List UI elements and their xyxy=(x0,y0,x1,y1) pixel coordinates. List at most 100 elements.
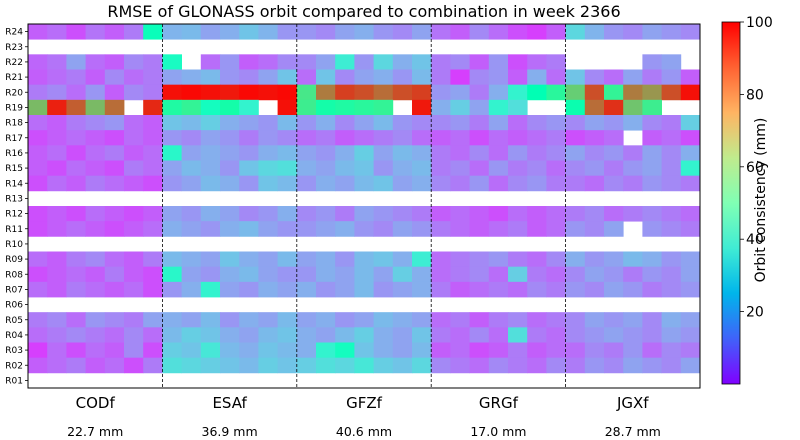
heatmap-cell xyxy=(508,251,528,268)
heatmap-cell xyxy=(335,175,355,192)
heatmap-cell xyxy=(392,54,413,70)
heatmap-cell xyxy=(661,206,682,222)
heatmap-cell xyxy=(85,312,106,328)
heatmap-cell xyxy=(66,115,86,131)
heatmap-cell xyxy=(143,69,163,86)
heatmap-cell xyxy=(181,130,202,146)
heatmap-cell xyxy=(508,266,528,283)
heatmap-cell xyxy=(661,266,682,283)
heatmap-cell xyxy=(661,357,682,374)
heatmap-cell xyxy=(316,54,336,70)
heatmap-cell xyxy=(296,357,317,374)
heatmap-cell xyxy=(181,342,202,359)
heatmap-cell xyxy=(162,221,182,237)
heatmap-cell xyxy=(584,342,605,359)
heatmap-cell xyxy=(85,115,106,131)
heatmap-cell xyxy=(412,84,432,101)
heatmap-cell xyxy=(546,266,566,283)
heatmap-cell xyxy=(181,327,202,343)
heatmap-cell xyxy=(565,312,586,328)
heatmap-cell xyxy=(200,115,221,131)
heatmap-cell xyxy=(469,175,490,192)
heatmap-cell xyxy=(623,281,643,298)
y-tick-label: R11 xyxy=(5,225,23,235)
heatmap-cell xyxy=(412,99,432,116)
heatmap-cell xyxy=(508,175,528,192)
heatmap-cell xyxy=(316,24,336,40)
heatmap-cell xyxy=(680,327,701,343)
heatmap-cell xyxy=(66,175,86,192)
x-tick-label: GRGf xyxy=(479,394,519,412)
heatmap-cell xyxy=(469,130,490,146)
heatmap-cell xyxy=(28,69,48,86)
heatmap-cell xyxy=(335,206,355,222)
heatmap-cell xyxy=(124,69,144,86)
x-tick-label: GFZf xyxy=(346,394,383,412)
heatmap-cell xyxy=(373,160,394,177)
heatmap-cell xyxy=(104,342,125,359)
heatmap-cell xyxy=(450,54,470,70)
heatmap-cell xyxy=(469,221,490,237)
heatmap-cell xyxy=(508,84,528,101)
heatmap-cell xyxy=(354,145,374,161)
heatmap-cell xyxy=(354,69,374,86)
heatmap-cell xyxy=(354,251,374,268)
heatmap-cell xyxy=(277,251,298,268)
heatmap-cell xyxy=(642,175,662,192)
heatmap-cell xyxy=(661,84,682,101)
heatmap-cell xyxy=(181,312,202,328)
heatmap-cell xyxy=(124,266,144,283)
heatmap-cell xyxy=(316,266,336,283)
heatmap-cell xyxy=(642,266,662,283)
heatmap-cell xyxy=(258,327,278,343)
colorbar-tick-label: 20 xyxy=(746,305,764,321)
heatmap-cell xyxy=(604,160,624,177)
heatmap-cell xyxy=(604,84,624,101)
y-tick-label: R18 xyxy=(5,119,23,129)
heatmap-cell xyxy=(373,251,394,268)
heatmap-cell xyxy=(469,160,490,177)
heatmap-cell xyxy=(661,24,682,40)
heatmap-cell xyxy=(66,342,86,359)
heatmap-cell xyxy=(335,130,355,146)
heatmap-cell xyxy=(392,175,413,192)
heatmap-cell xyxy=(258,115,278,131)
heatmap-cell xyxy=(450,281,470,298)
heatmap-cell xyxy=(488,206,509,222)
heatmap-cell xyxy=(66,24,86,40)
heatmap-cell xyxy=(546,342,566,359)
heatmap-cell xyxy=(316,342,336,359)
heatmap-cell xyxy=(623,99,643,116)
plot-frame xyxy=(27,23,701,389)
heatmap-cell xyxy=(47,357,67,374)
heatmap-cell xyxy=(277,266,298,283)
heatmap-cell xyxy=(373,221,394,237)
y-tick-label: R06 xyxy=(5,301,23,311)
heatmap-cell xyxy=(604,115,624,131)
colorbar-label: Orbit consistency (mm) xyxy=(753,117,769,283)
heatmap-cell xyxy=(296,99,317,116)
heatmap-cell xyxy=(181,84,202,101)
heatmap-cell xyxy=(104,145,125,161)
heatmap-cell xyxy=(354,357,374,374)
colorbar xyxy=(721,21,741,385)
heatmap-cell xyxy=(143,312,163,328)
heatmap-cell xyxy=(124,206,144,222)
heatmap-cell xyxy=(162,327,182,343)
heatmap-cell xyxy=(488,99,509,116)
heatmap-cell xyxy=(239,84,259,101)
heatmap-cell xyxy=(181,206,202,222)
heatmap-cell xyxy=(488,54,509,70)
heatmap-cell xyxy=(680,115,701,131)
heatmap-cell xyxy=(200,206,221,222)
heatmap-cell xyxy=(354,54,374,70)
heatmap-cell xyxy=(66,357,86,374)
heatmap-cell xyxy=(316,206,336,222)
heatmap-cell xyxy=(488,69,509,86)
heatmap-cell xyxy=(680,130,701,146)
heatmap-cell xyxy=(47,69,67,86)
heatmap-cell xyxy=(680,24,701,40)
heatmap-cell xyxy=(488,145,509,161)
heatmap-cell xyxy=(104,221,125,237)
heatmap-cell xyxy=(584,175,605,192)
